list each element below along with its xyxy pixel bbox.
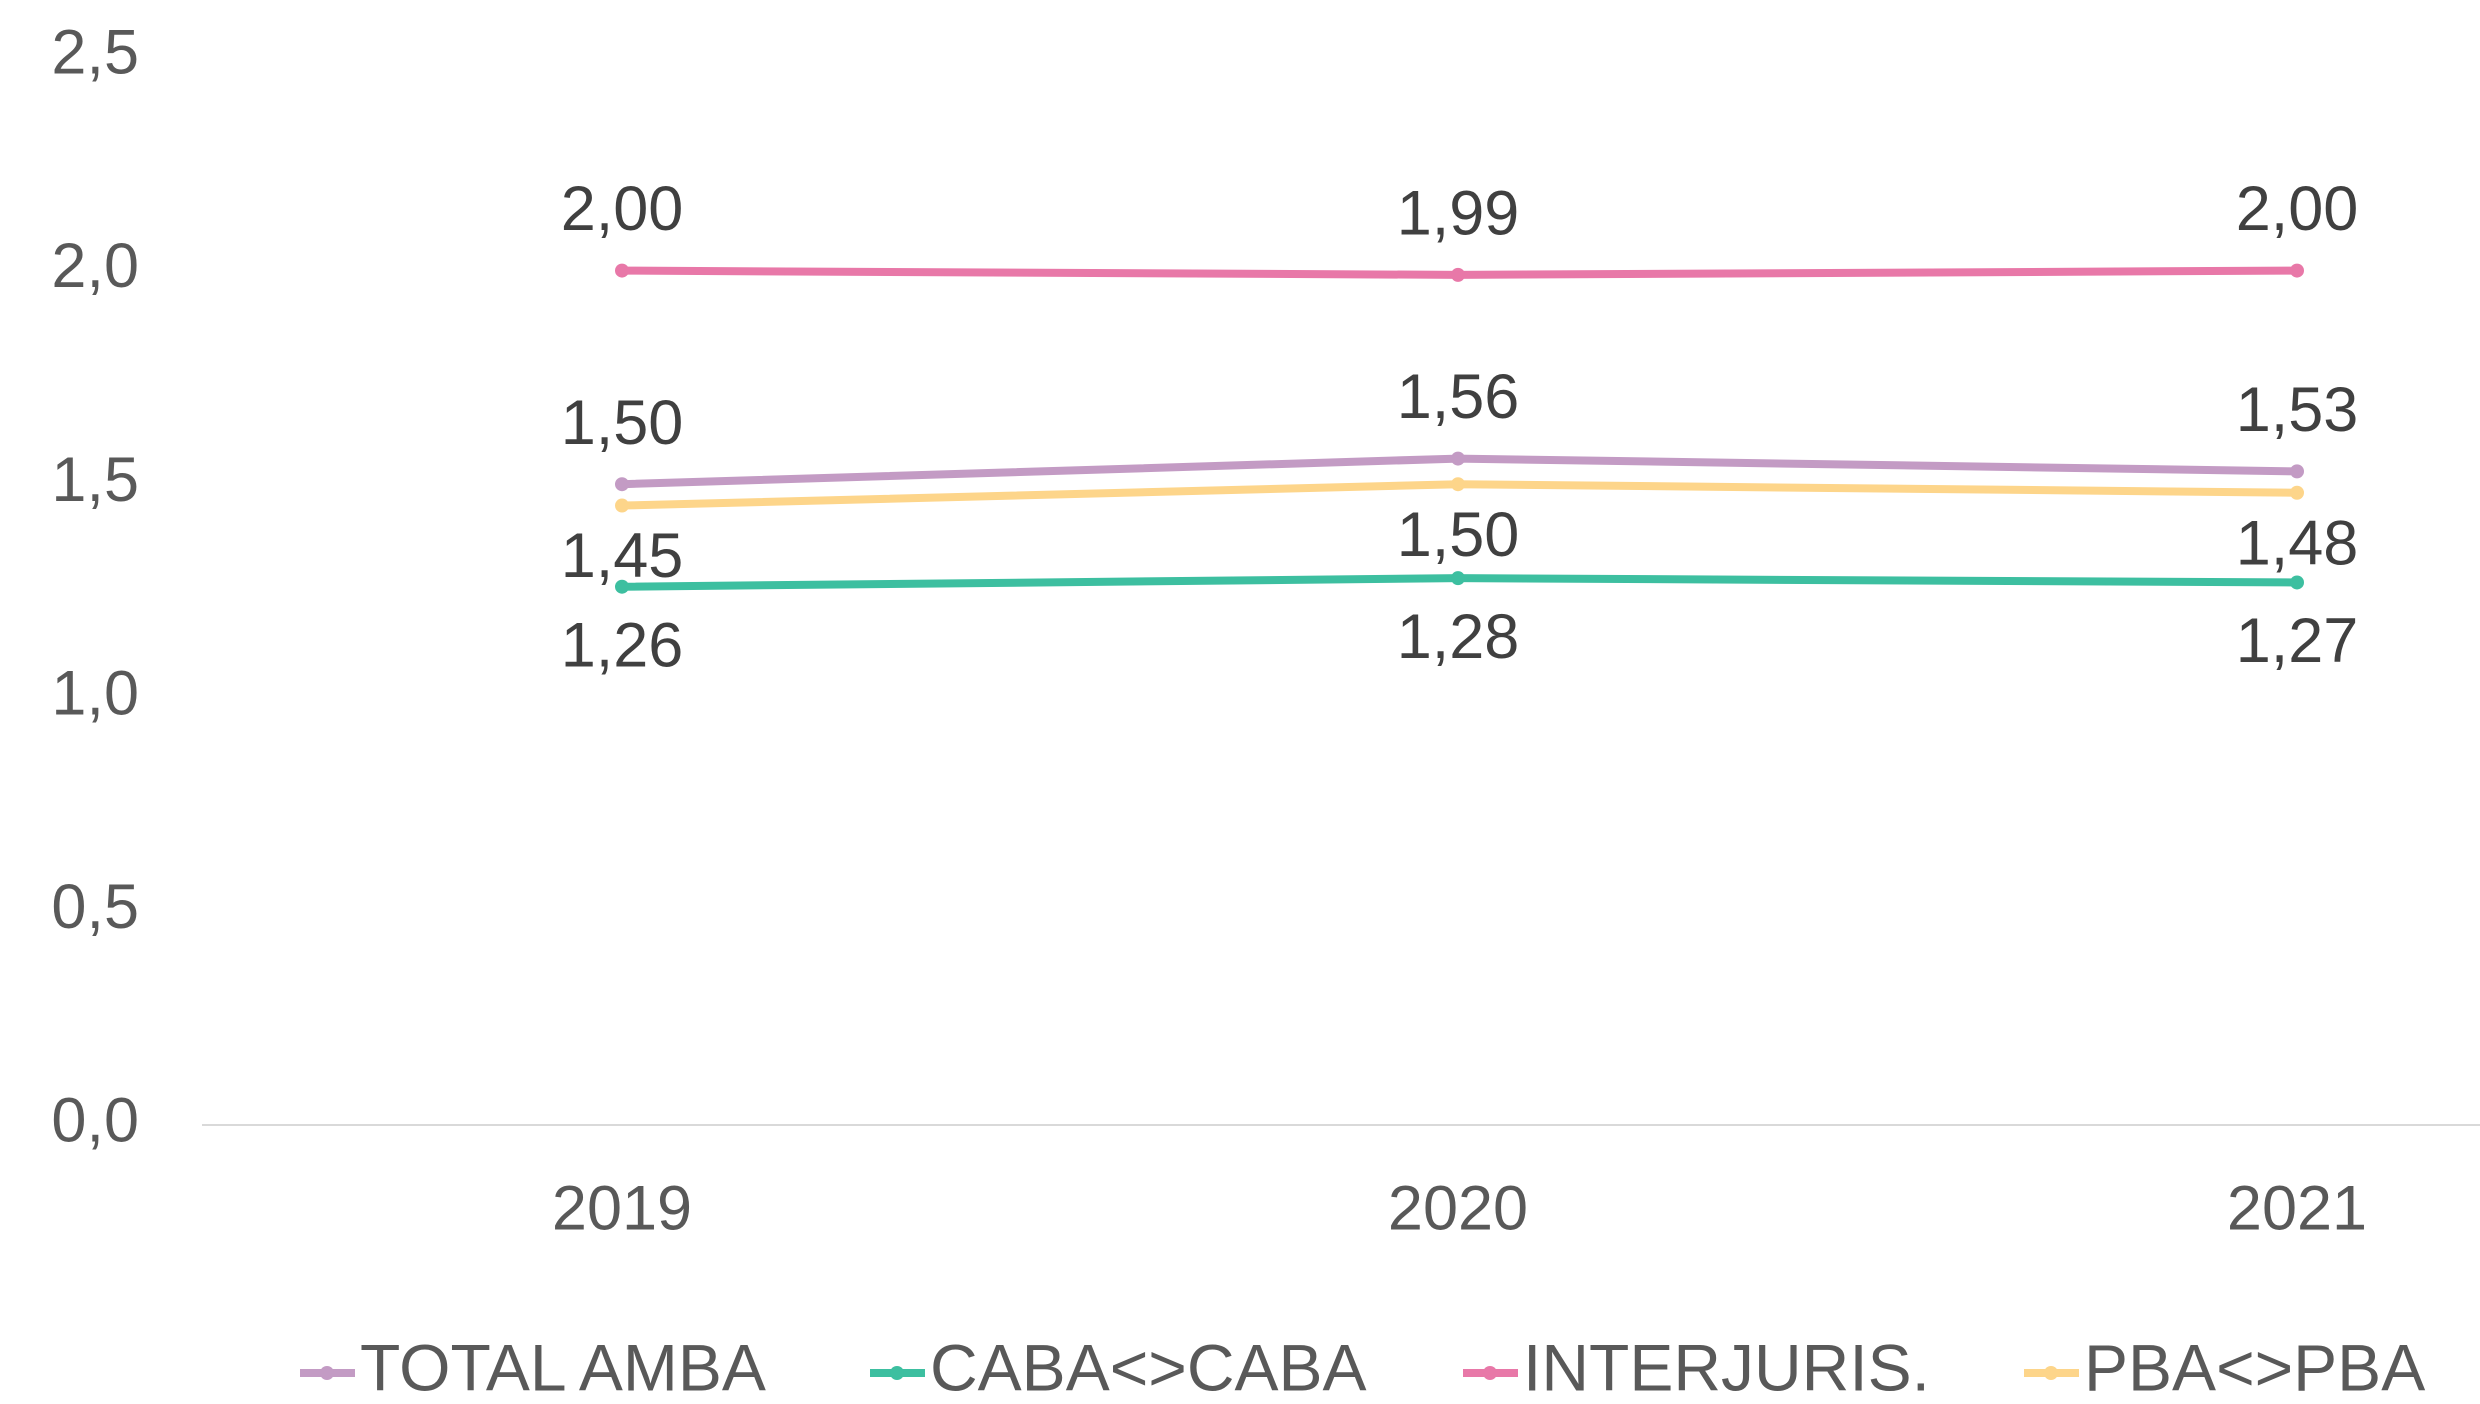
point (615, 579, 629, 594)
legend-marker-dot (890, 1366, 904, 1380)
point (2290, 485, 2304, 500)
y-tick-label: 1,5 (51, 445, 139, 515)
point (2290, 464, 2304, 479)
data-label: 1,56 (1397, 362, 1520, 432)
x-tick-label: 2021 (2227, 1174, 2367, 1244)
data-label: 2,00 (2236, 174, 2359, 244)
data-label: 1,45 (561, 521, 684, 591)
y-tick-label: 2,5 (51, 18, 139, 88)
y-tick-label: 2,0 (51, 231, 139, 301)
data-label: 1,27 (2236, 606, 2359, 676)
legend-marker-dot (2044, 1366, 2058, 1380)
point (2290, 263, 2304, 278)
y-tick-label: 0,5 (51, 872, 139, 942)
data-label: 1,50 (1397, 500, 1520, 570)
data-label: 1,28 (1397, 602, 1520, 672)
legend-label: INTERJURIS. (1523, 1330, 1930, 1404)
point (1451, 477, 1465, 492)
point (615, 263, 629, 278)
x-tick-label: 2020 (1388, 1174, 1528, 1244)
data-label: 1,50 (561, 388, 684, 458)
point (1451, 451, 1465, 466)
point (1451, 267, 1465, 282)
data-label: 1,99 (1397, 179, 1520, 249)
data-label: 1,53 (2236, 375, 2359, 445)
point (615, 477, 629, 492)
data-label: 2,00 (561, 174, 684, 244)
legend-marker-dot (1483, 1366, 1497, 1380)
y-tick-label: 0,0 (51, 1086, 139, 1156)
legend-label: CABA<>CABA (930, 1330, 1367, 1404)
data-label: 1,26 (561, 610, 684, 680)
legend-label: TOTAL AMBA (360, 1330, 766, 1404)
point (2290, 575, 2304, 590)
data-label: 1,48 (2236, 508, 2359, 578)
legend-label: PBA<>PBA (2084, 1330, 2425, 1404)
point (615, 498, 629, 513)
x-tick-label: 2019 (552, 1174, 692, 1244)
point (1451, 571, 1465, 586)
y-tick-label: 1,0 (51, 658, 139, 728)
legend-marker-dot (320, 1366, 334, 1380)
